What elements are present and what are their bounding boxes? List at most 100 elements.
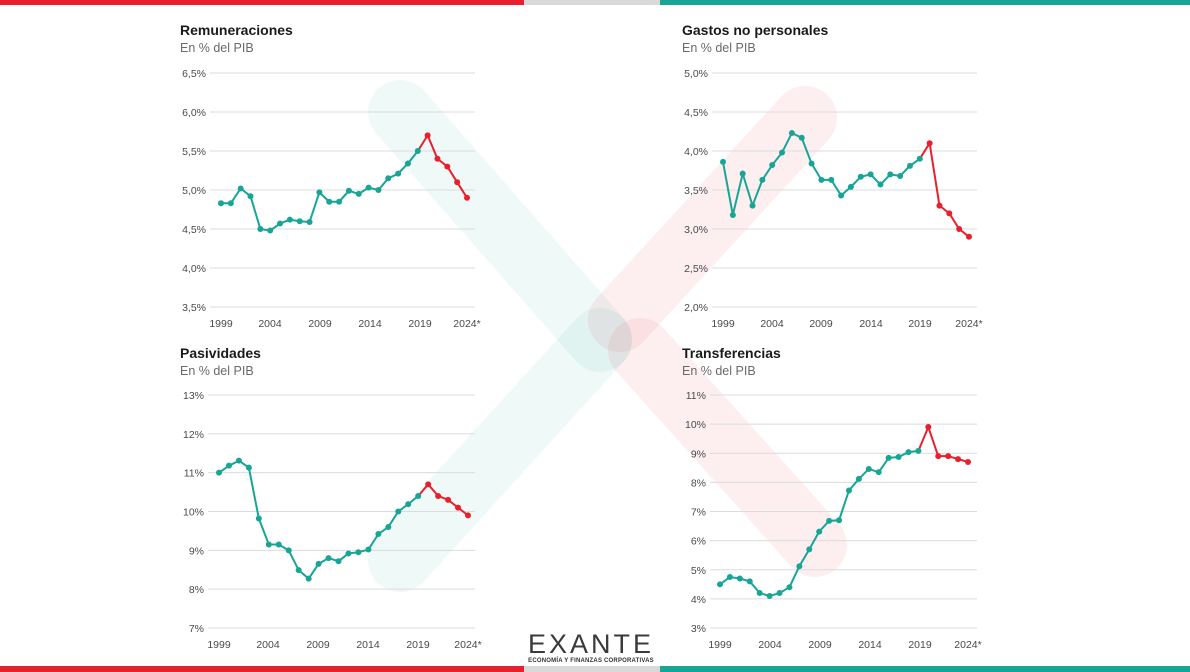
chart-title: Gastos no personales (682, 22, 829, 38)
y-tick-label: 3% (691, 623, 706, 635)
y-tick-label: 4,0% (684, 146, 708, 158)
data-point (237, 185, 244, 192)
data-point (935, 453, 942, 460)
data-point (286, 216, 293, 223)
data-point (746, 578, 753, 585)
data-point (788, 130, 795, 137)
y-tick-label: 12% (183, 429, 204, 441)
y-tick-label: 4,5% (684, 107, 708, 119)
y-tick-label: 5,5% (182, 146, 206, 158)
x-tick-label: 2009 (808, 639, 832, 651)
data-point (216, 469, 222, 476)
bottom-bar-grey (524, 666, 660, 672)
data-point (946, 210, 953, 217)
data-point (857, 173, 864, 180)
data-point (786, 584, 793, 591)
data-point (315, 560, 322, 567)
y-tick-label: 11% (686, 390, 706, 402)
data-point (255, 515, 262, 522)
data-point (756, 590, 763, 597)
data-point (227, 200, 234, 207)
data-point (796, 563, 803, 570)
data-point (355, 190, 362, 197)
data-point (247, 193, 254, 200)
x-tick-label: 2014 (358, 318, 382, 330)
data-point (316, 189, 323, 196)
projection-line (416, 133, 468, 199)
data-point (720, 158, 726, 165)
data-point (826, 517, 833, 524)
data-point (375, 531, 382, 538)
data-point (336, 198, 343, 205)
chart-subtitle: En % del PIB (682, 364, 756, 378)
data-point (405, 501, 412, 508)
x-tick-label: 2009 (306, 639, 330, 651)
data-point (445, 496, 452, 503)
data-point (295, 567, 302, 574)
data-point (717, 581, 723, 588)
y-tick-label: 6% (691, 536, 706, 548)
y-tick-label: 3,0% (684, 224, 708, 236)
data-point (749, 202, 756, 209)
logo-tagline: ECONOMÍA Y FINANZAS CORPORATIVAS (528, 658, 654, 664)
x-tick-label: 2014 (859, 318, 883, 330)
data-point (325, 555, 332, 562)
y-tick-label: 4% (691, 594, 706, 606)
data-point (845, 487, 852, 494)
x-tick-label: 2014 (356, 639, 380, 651)
y-tick-label: 6,0% (182, 107, 206, 119)
data-point (235, 457, 242, 464)
y-tick-label: 7% (189, 623, 204, 635)
data-point (414, 148, 421, 154)
y-tick-label: 2,0% (684, 302, 708, 314)
data-point (739, 170, 746, 177)
y-tick-label: 5% (691, 565, 706, 577)
y-tick-label: 10% (685, 419, 706, 431)
data-point (836, 517, 843, 524)
data-point (365, 184, 372, 191)
x-tick-label: 2019 (908, 639, 932, 651)
x-tick-label: 2024* (955, 318, 982, 330)
chart-title: Pasividades (180, 345, 261, 361)
top-bar-red (0, 0, 524, 5)
bottom-bar-teal (660, 666, 1190, 672)
data-point (395, 170, 402, 177)
x-tick-label: 2019 (408, 318, 432, 330)
data-point (966, 233, 972, 240)
data-point (915, 447, 922, 454)
x-tick-label: 1999 (708, 639, 732, 651)
data-point (766, 592, 773, 599)
chart-subtitle: En % del PIB (180, 364, 254, 378)
data-point (926, 140, 933, 147)
data-point (965, 458, 971, 465)
projection-line (917, 424, 969, 463)
y-tick-label: 3,5% (182, 302, 206, 314)
y-tick-label: 8% (691, 477, 706, 489)
top-bar-grey (524, 0, 660, 5)
data-point (838, 192, 845, 199)
y-tick-label: 5,0% (684, 68, 708, 80)
data-point (885, 454, 892, 461)
y-tick-label: 11% (184, 468, 204, 480)
y-tick-label: 3,5% (684, 185, 708, 197)
bottom-bar-red (0, 666, 524, 672)
data-point (877, 181, 884, 188)
data-point (335, 558, 342, 565)
data-point (729, 211, 736, 218)
y-tick-label: 9% (189, 545, 204, 557)
data-point (726, 574, 733, 581)
data-point (455, 504, 462, 511)
chart-subtitle: En % del PIB (180, 41, 254, 55)
x-tick-label: 2009 (308, 318, 332, 330)
data-point (444, 163, 451, 170)
data-point (385, 175, 392, 182)
x-tick-label: 2014 (858, 639, 882, 651)
x-tick-label: 2024* (453, 318, 480, 330)
x-tick-label: 1999 (207, 639, 231, 651)
data-point (916, 155, 923, 162)
data-point (365, 546, 372, 553)
data-point (296, 218, 303, 225)
data-point (265, 541, 272, 548)
y-tick-label: 13% (183, 390, 204, 402)
